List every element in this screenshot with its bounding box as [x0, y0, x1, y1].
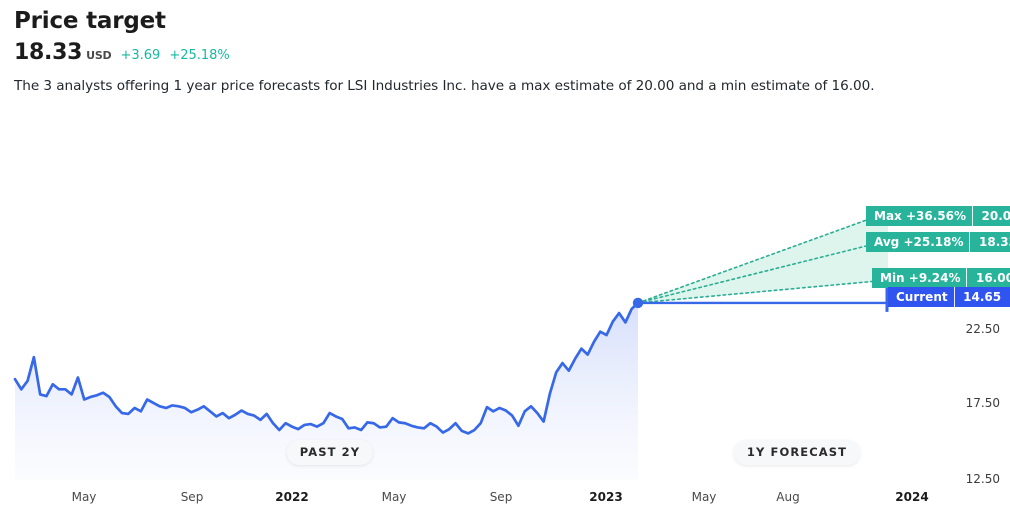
change-value: +3.69: [120, 48, 161, 63]
badge-avg[interactable]: Avg +25.18% 18.33: [866, 232, 1010, 252]
forecast-min-line: [637, 279, 889, 304]
x-tick-2022: 2022: [275, 490, 309, 504]
page-title: Price target: [14, 8, 166, 34]
historical-price-line: [13, 301, 640, 435]
chart-canvas: [13, 211, 889, 480]
badge-avg-value: 18.33: [969, 232, 1010, 252]
badge-current-value: 14.65: [953, 287, 1010, 307]
badge-current[interactable]: Current 14.65: [888, 287, 1010, 307]
y-tick-0: 22.50: [965, 322, 1000, 336]
badge-current-label: Current: [888, 287, 954, 307]
past-2y-pill[interactable]: PAST 2Y: [286, 440, 374, 465]
forecast-avg-line: [637, 239, 889, 304]
badge-max[interactable]: Max +36.56% 20.00: [866, 206, 1010, 226]
x-tick-may-1: May: [71, 490, 97, 504]
current-price-dot[interactable]: [632, 297, 644, 309]
badge-max-value: 20.00: [972, 206, 1010, 226]
y-tick-4: 12.50: [965, 472, 1000, 486]
header: Price target 18.33 USD +3.69 +25.18% The…: [14, 6, 1004, 98]
1y-forecast-pill[interactable]: 1Y FORECAST: [733, 440, 861, 465]
badge-min-value: 16.00: [966, 268, 1010, 288]
currency-label: USD: [86, 49, 112, 62]
x-tick-may-2: May: [381, 490, 407, 504]
quote-row: 18.33 USD +3.69 +25.18%: [14, 40, 1004, 65]
change-percent: +25.18%: [169, 48, 230, 63]
x-tick-2023: 2023: [589, 490, 623, 504]
badge-max-label: Max +36.56%: [866, 206, 972, 226]
badge-avg-label: Avg +25.18%: [866, 232, 970, 252]
x-tick-2024: 2024: [895, 490, 929, 504]
forecast-max-line: [637, 211, 889, 304]
price-value: 18.33: [14, 40, 83, 65]
x-tick-sep-2: Sep: [489, 490, 513, 504]
price-chart[interactable]: 22.50 17.50 12.50 10.00 7.50 5.00 May Se…: [0, 150, 1010, 508]
description-text: The 3 analysts offering 1 year price for…: [14, 78, 875, 94]
x-tick-may-3: May: [691, 490, 717, 504]
y-tick-2: 17.50: [965, 396, 1000, 410]
x-tick-sep-1: Sep: [180, 490, 204, 504]
x-tick-aug: Aug: [776, 490, 800, 504]
badge-min-label: Min +9.24%: [872, 268, 967, 288]
badge-min[interactable]: Min +9.24% 16.00: [872, 268, 1010, 288]
historical-area-fill: [15, 302, 638, 480]
